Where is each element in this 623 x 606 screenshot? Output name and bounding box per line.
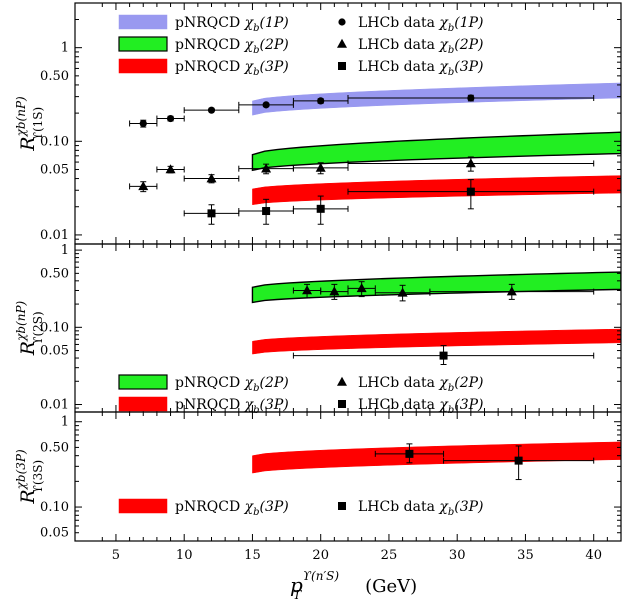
data-point-triangle [302,285,313,295]
legend-swatch [118,14,168,30]
x-tick-label: 20 [312,548,329,563]
legend-label: LHCb data χb(3P) [358,59,484,78]
band-2 [251,131,621,172]
y-axis-label: Rχb(3P) ϒ(3S) [14,449,45,505]
legend-marker-square [338,400,346,408]
legend-marker-triangle [337,376,347,386]
plot-area [252,441,621,481]
y-tick-label: 0.05 [40,526,69,541]
y-tick-label: 0.10 [40,134,69,149]
legend-swatch [118,374,168,390]
legend-marker-square [338,502,346,510]
legend-swatch [118,498,168,514]
legend-label: LHCb data χb(2P) [358,37,484,56]
legend: pNRQCD χb(3P) LHCb data χb(3P) [118,498,484,518]
legend-label: LHCb data χb(2P) [358,375,484,394]
data-point-circle [467,94,475,102]
series-triangle [129,156,595,193]
data-point-square [262,207,271,216]
data-point-triangle [329,286,340,296]
panel-frame [74,411,622,542]
y-tick-label: 0.01 [40,228,69,243]
legend-label: pNRQCD χb(1P) [175,15,289,34]
data-point-square [405,449,414,458]
legend-marker-triangle [337,38,347,48]
y-tick-label: 1 [61,41,69,56]
band-1 [251,271,621,304]
x-tick-label: 35 [517,548,534,563]
x-axis-label: pϒ(n′S) T (GeV) [290,569,417,602]
y-tick-label: 0.10 [40,500,69,515]
legend-swatch [118,58,168,74]
legend-label: pNRQCD χb(3P) [175,499,289,518]
legend-label: pNRQCD χb(2P) [175,375,289,394]
x-tick-label: 10 [176,548,193,563]
band-3 [252,175,621,206]
panel-top: 0.01 0.05 0.10 0.50 1 Rχb(nP) ϒ(1S) pNRQCD χb(1… [14,2,622,245]
y-tick-label: 0.05 [40,162,69,177]
legend-swatch [118,396,168,412]
x-tick-label: 25 [381,548,398,563]
series-circle [129,94,595,128]
legend-label: LHCb data χb(1P) [358,15,484,34]
series-triangle [292,281,595,302]
y-tick-label: 0.05 [40,344,69,359]
x-tick-label: 15 [244,548,261,563]
y-tick-label: 1 [61,415,69,430]
y-tick-label: 0.10 [40,320,69,335]
data-point-circle [317,97,325,105]
plot-area [251,271,621,365]
data-point-circle [207,106,216,114]
data-point-triangle [356,283,367,293]
data-point-circle [139,119,147,128]
data-point-triangle [315,162,326,172]
data-point-square [466,187,475,196]
data-point-circle [262,101,270,109]
y-tick-label: 0.50 [40,69,69,84]
y-tick-label: 0.01 [40,398,69,413]
y-tick-label: 0.50 [40,440,69,455]
data-point-triangle [465,158,476,168]
band-1 [252,441,621,474]
legend-label: LHCb data χb(3P) [358,397,484,416]
legend-swatch [118,36,168,52]
x-tick-label: 30 [449,548,466,563]
series-square [374,443,595,481]
data-point-triangle [397,287,408,297]
data-point-square [316,204,325,213]
data-point-triangle [138,181,149,191]
y-tick-label: 1 [61,243,69,258]
panel-middle: 0.01 0.05 0.10 0.50 1 Rχb(nP) ϒ(2S) pNRQCD χb(2… [14,243,622,416]
legend-label: pNRQCD χb(2P) [175,37,289,56]
band-2 [252,328,621,355]
data-point-triangle [506,286,517,296]
plot-area [129,82,621,225]
data-point-square [514,456,523,465]
legend-label: pNRQCD χb(3P) [175,59,289,78]
data-point-triangle [261,163,272,173]
data-point-circle [166,114,175,123]
y-tick-label: 0.50 [40,266,69,281]
data-point-triangle [165,164,176,174]
legend-marker-circle [338,18,346,26]
x-tick-label: 5 [112,548,120,563]
legend-label: LHCb data χb(3P) [358,499,484,518]
series-square [292,345,595,365]
y-axis-label: Rχb(nP) ϒ(1S) [14,96,45,152]
data-point-square [207,209,216,218]
y-axis-label: Rχb(nP) ϒ(2S) [14,300,45,356]
data-point-square [439,351,448,360]
legend-marker-square [338,62,346,70]
legend: pNRQCD χb(1P) pNRQCD χb(2P) pNRQCD χb(3P) L… [118,14,484,78]
data-point-triangle [206,173,217,183]
x-tick-label: 40 [585,548,602,563]
band-1 [252,82,621,116]
legend-label: pNRQCD χb(3P) [175,397,289,416]
series-square [183,179,595,225]
legend: pNRQCD χb(2P) pNRQCD χb(3P) LHCb data χb(2… [118,374,484,416]
